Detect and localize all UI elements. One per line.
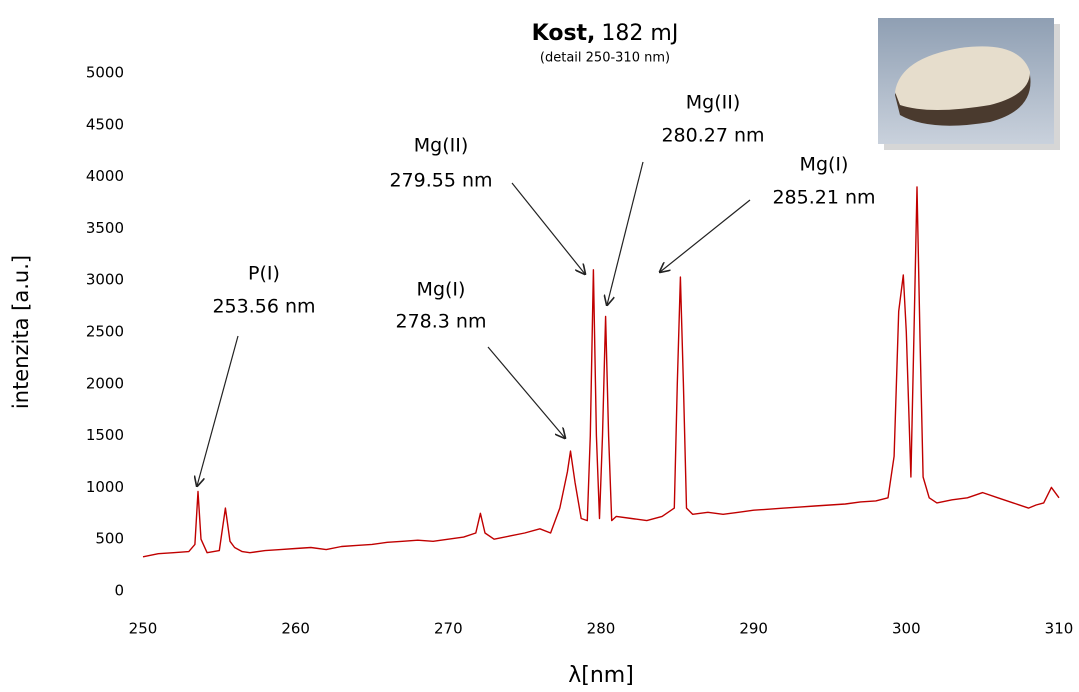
x-tick-label: 280	[587, 620, 616, 638]
y-tick-label: 1000	[86, 478, 124, 496]
y-axis-label: intenzita [a.u.]	[9, 255, 33, 409]
spectrum-line	[142, 186, 1060, 558]
y-tick-label: 0	[114, 582, 124, 600]
y-tick-label: 1500	[86, 426, 124, 444]
y-tick-label: 500	[95, 530, 124, 548]
x-axis-label: λ[nm]	[568, 663, 634, 688]
y-tick-label: 3000	[86, 271, 124, 289]
y-tick-label: 4000	[86, 167, 124, 185]
y-tick-label: 5000	[86, 64, 124, 82]
y-tick-label: 2500	[86, 323, 124, 341]
annotation-text: P(I)	[248, 263, 280, 285]
photo	[878, 18, 1060, 150]
annotation-text: Mg(II)	[414, 135, 469, 157]
annotation-text: Mg(II)	[686, 92, 741, 114]
x-tick-label: 270	[434, 620, 463, 638]
title-bold: Kost,	[532, 21, 596, 46]
annotation-text: Mg(I)	[417, 279, 466, 301]
x-tick-label: 260	[281, 620, 310, 638]
annotation-text: 253.56 nm	[212, 296, 315, 318]
chart-title: Kost, 182 mJ	[532, 21, 679, 46]
chart-subtitle: (detail 250-310 nm)	[540, 51, 670, 66]
y-tick-label: 3500	[86, 219, 124, 237]
annotation-arrow	[660, 199, 751, 272]
x-tick-label: 310	[1045, 620, 1074, 638]
x-tick-label: 250	[129, 620, 158, 638]
annotation-arrow	[607, 161, 644, 305]
annotation-text: 279.55 nm	[389, 170, 492, 192]
y-tick-label: 2000	[86, 374, 124, 392]
x-tick-label: 290	[739, 620, 768, 638]
x-tick-label: 300	[892, 620, 921, 638]
title-rest: 182 mJ	[601, 21, 678, 46]
annotation-arrow	[487, 346, 565, 438]
annotation-text: 285.21 nm	[772, 187, 875, 209]
annotation-arrow	[197, 335, 239, 486]
annotation-text: Mg(I)	[800, 154, 849, 176]
annotation-text: 278.3 nm	[396, 311, 487, 333]
annotation-arrow	[511, 182, 585, 274]
y-tick-label: 4500	[86, 115, 124, 133]
annotation-text: 280.27 nm	[661, 125, 764, 147]
